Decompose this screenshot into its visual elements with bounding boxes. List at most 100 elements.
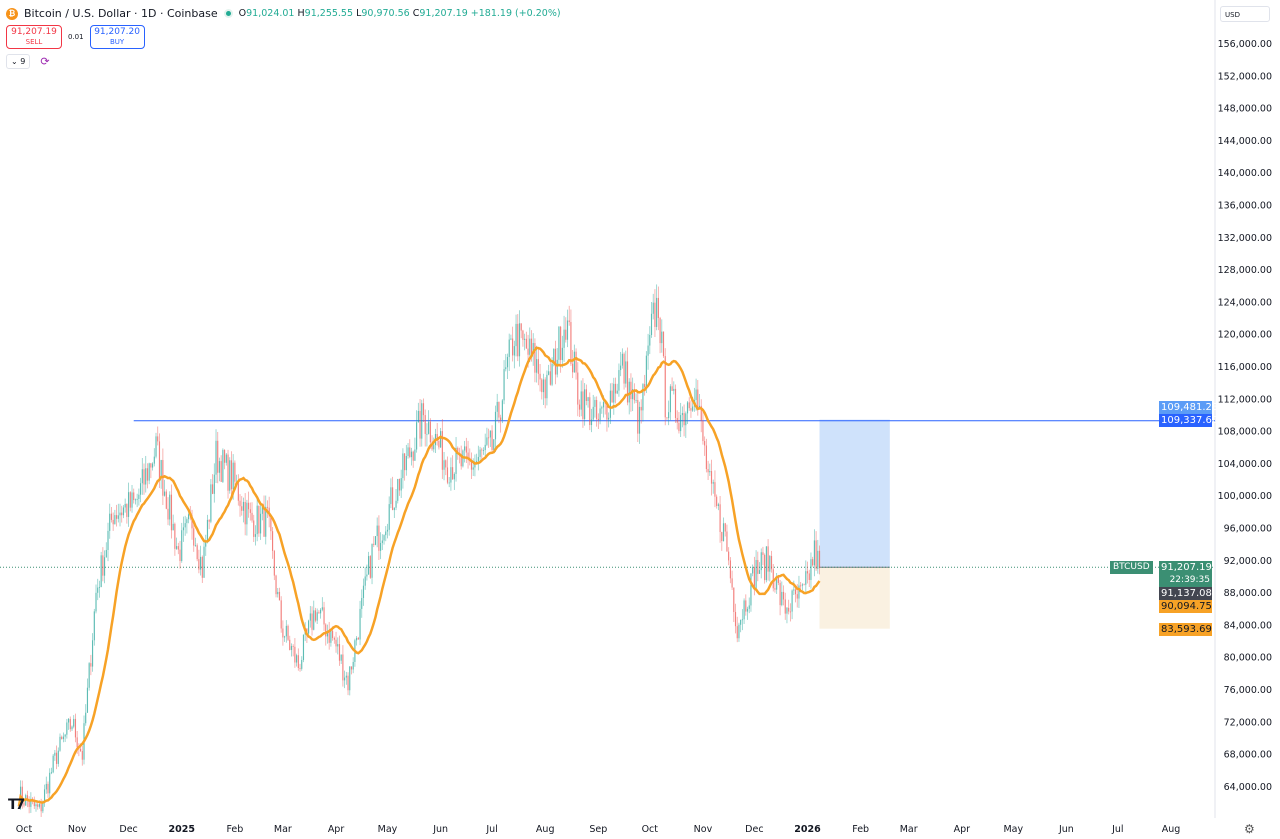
candle-body bbox=[777, 576, 779, 583]
candle-body bbox=[251, 512, 253, 521]
currency-select[interactable]: USD bbox=[1220, 6, 1270, 22]
candle-body bbox=[757, 560, 759, 574]
candle-body bbox=[402, 453, 404, 479]
candle-body bbox=[287, 625, 289, 640]
candle-body bbox=[146, 468, 149, 481]
candle-body bbox=[585, 389, 587, 401]
countdown-label: 22:39:35 bbox=[1159, 574, 1212, 587]
y-tick-label: 84,000.00 bbox=[1224, 620, 1272, 631]
y-tick-label: 140,000.00 bbox=[1218, 168, 1272, 179]
settings-gear-icon[interactable]: ⚙ bbox=[1244, 822, 1255, 836]
candle-body bbox=[102, 555, 104, 576]
candle-body bbox=[818, 550, 821, 568]
x-tick-label: Jun bbox=[432, 824, 448, 835]
candle-body bbox=[282, 628, 284, 638]
candle-body bbox=[628, 381, 630, 403]
candle-body bbox=[493, 439, 495, 451]
candle-body bbox=[810, 559, 812, 580]
candle-body bbox=[380, 542, 382, 551]
candle-body bbox=[86, 687, 89, 713]
candle-body bbox=[705, 445, 707, 470]
candle-body bbox=[33, 800, 35, 807]
candle-body bbox=[247, 502, 250, 510]
candle-body bbox=[215, 440, 217, 475]
candle-body bbox=[815, 540, 817, 569]
candle-body bbox=[45, 783, 47, 790]
candle-body bbox=[191, 515, 193, 529]
candle-body bbox=[62, 736, 65, 740]
candle-body bbox=[539, 373, 541, 380]
candle-body bbox=[109, 513, 111, 531]
candle-body bbox=[131, 492, 133, 508]
candle-body bbox=[98, 586, 101, 588]
candle-body bbox=[448, 482, 450, 484]
candle-body bbox=[806, 571, 809, 574]
candle-body bbox=[590, 419, 593, 426]
candle-body bbox=[661, 331, 663, 344]
tradingview-logo[interactable]: T7 bbox=[8, 797, 25, 813]
indicators-toggle[interactable]: ⌄ 9 bbox=[6, 54, 31, 69]
x-tick-label: Oct bbox=[16, 824, 33, 835]
candle-body bbox=[383, 535, 385, 541]
ma-value-label: 91,137.08 bbox=[1159, 587, 1212, 600]
candle-body bbox=[647, 345, 649, 356]
candle-body bbox=[232, 462, 234, 490]
candle-body bbox=[640, 406, 642, 411]
x-tick-label: Aug bbox=[536, 824, 555, 835]
candle-body bbox=[563, 329, 565, 348]
candle-body bbox=[476, 461, 478, 463]
buy-button[interactable]: 91,207.20 BUY bbox=[89, 25, 145, 49]
candle-body bbox=[55, 752, 58, 764]
candle-body bbox=[194, 545, 197, 547]
candle-body bbox=[340, 654, 342, 661]
sell-button[interactable]: 91,207.19 SELL bbox=[6, 25, 62, 49]
candle-body bbox=[529, 338, 531, 355]
long-position-target-zone bbox=[819, 419, 890, 568]
candle-body bbox=[452, 467, 454, 480]
candle-body bbox=[494, 411, 497, 440]
candle-body bbox=[352, 661, 354, 670]
candle-body bbox=[107, 530, 109, 550]
candle-body bbox=[484, 444, 486, 451]
candle-body bbox=[199, 556, 202, 570]
candle-body bbox=[698, 405, 701, 408]
candle-body bbox=[229, 460, 231, 491]
symbol-title[interactable]: Bitcoin / U.S. Dollar · 1D · Coinbase bbox=[24, 7, 218, 20]
candle-body bbox=[762, 552, 764, 555]
x-tick-label: Jun bbox=[1058, 824, 1074, 835]
candle-body bbox=[477, 456, 479, 462]
candle-body bbox=[258, 505, 260, 534]
candle-body bbox=[738, 624, 740, 639]
x-tick-label: Mar bbox=[900, 824, 918, 835]
candle-body bbox=[395, 500, 397, 508]
candle-body bbox=[297, 655, 299, 668]
candle-body bbox=[275, 575, 277, 595]
candle-body bbox=[405, 455, 407, 471]
candle-body bbox=[532, 343, 534, 355]
candle-body bbox=[654, 302, 656, 327]
candle-body bbox=[753, 567, 755, 589]
candle-body bbox=[201, 556, 203, 578]
candle-body bbox=[163, 491, 166, 496]
y-tick-label: 116,000.00 bbox=[1218, 362, 1272, 373]
candle-body bbox=[280, 600, 282, 629]
candle-body bbox=[414, 449, 416, 461]
candle-body bbox=[187, 514, 190, 520]
candle-body bbox=[333, 637, 335, 640]
candle-body bbox=[686, 402, 689, 414]
candle-body bbox=[572, 363, 574, 373]
candle-body bbox=[599, 408, 601, 421]
candle-body bbox=[330, 630, 332, 643]
candle-body bbox=[817, 550, 819, 569]
candle-body bbox=[513, 346, 515, 356]
candle-body bbox=[213, 474, 215, 494]
candle-body bbox=[349, 666, 351, 691]
candle-body bbox=[392, 487, 394, 511]
candle-body bbox=[261, 506, 263, 514]
candle-body bbox=[606, 403, 608, 420]
candle-body bbox=[779, 582, 781, 606]
y-tick-label: 72,000.00 bbox=[1224, 717, 1272, 728]
candle-body bbox=[637, 399, 639, 434]
refresh-icon[interactable]: ⟳ bbox=[40, 55, 50, 68]
